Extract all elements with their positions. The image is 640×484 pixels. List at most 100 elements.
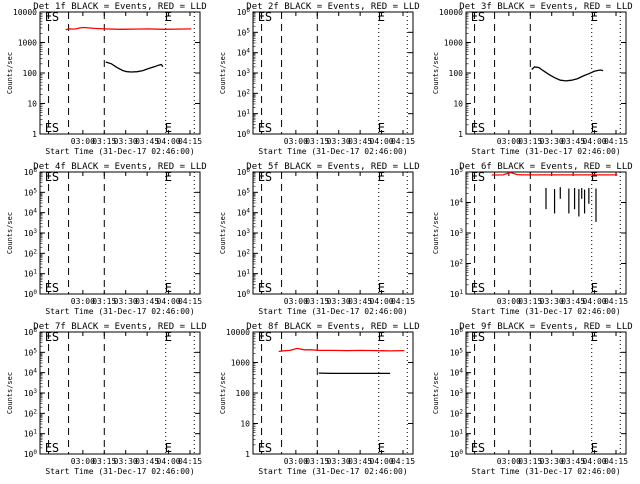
y-tick-label: 101 (237, 269, 251, 279)
panel-det-1: Det 1f BLACK = Events, RED = LLD11010010… (6, 2, 207, 156)
y-tick-label: 104 (237, 208, 251, 218)
y-tick-label: 102 (450, 259, 464, 269)
panel-det-6: Det 6f BLACK = Events, RED = LLD 101 102 10… (432, 162, 633, 316)
s-label-bottom: S (478, 281, 485, 295)
y-tick-label: 100 (24, 449, 38, 459)
y-tick-label: 105 (237, 187, 251, 197)
y-tick-label: 106 (237, 167, 251, 177)
s-label-top: S (265, 170, 272, 184)
y-tick-label: 101 (450, 289, 464, 299)
s-label-top: S (478, 330, 485, 344)
series-line-events (106, 62, 163, 72)
y-tick-label: 105 (24, 187, 38, 197)
y-tick-label: 103 (24, 228, 38, 238)
s-label-top: S (265, 330, 272, 344)
y-tick-label: 10000 (226, 328, 250, 337)
panel-title: Det 7f BLACK = Events, RED = LLD (33, 322, 206, 332)
e-end-label-top: E (378, 330, 385, 344)
y-tick-label: 106 (450, 327, 464, 337)
panel-title: Det 2f BLACK = Events, RED = LLD (246, 2, 419, 12)
e-end-label-bottom: E (165, 121, 172, 135)
y-tick-label: 1 (245, 450, 250, 459)
y-tick-label: 1000 (231, 359, 250, 368)
y-tick-label: 100 (23, 69, 38, 78)
y-tick-label: 1000 (444, 39, 463, 48)
y-axis-label: Counts/sec (432, 52, 440, 94)
y-tick-label: 100 (237, 289, 251, 299)
s-label-bottom: S (478, 121, 485, 135)
y-tick-label: 103 (237, 228, 251, 238)
y-axis-label: Counts/sec (432, 372, 440, 414)
e-end-label-top: E (591, 10, 598, 24)
e-end-label-top: E (378, 10, 385, 24)
y-tick-label: 100 (449, 69, 464, 78)
y-tick-label: 100 (236, 389, 251, 398)
e-end-label-bottom: E (165, 441, 172, 455)
x-axis-label: Start Time (31-Dec-17 02:46:00) (258, 307, 407, 316)
s-label-top: S (478, 170, 485, 184)
x-tick-label: 04:15 (391, 457, 415, 466)
y-axis-label: Counts/sec (219, 372, 227, 414)
y-axis-label: Counts/sec (432, 212, 440, 254)
x-tick-label: 04:15 (604, 457, 628, 466)
panel-det-5: Det 5f BLACK = Events, RED = LLD10010110… (219, 162, 420, 316)
panel-det-7: Det 7f BLACK = Events, RED = LLD10010110… (6, 322, 207, 476)
series-line-lld (279, 348, 405, 351)
y-tick-label: 102 (237, 88, 251, 98)
panel-title: Det 6f BLACK = Events, RED = LLD (459, 162, 632, 172)
x-axis-label: Start Time (31-Dec-17 02:46:00) (45, 147, 194, 156)
e-end-label-bottom: E (591, 121, 598, 135)
y-tick-label: 106 (24, 167, 38, 177)
y-tick-label: 10 (240, 420, 250, 429)
e-end-label-bottom: E (378, 281, 385, 295)
y-tick-label: 104 (24, 208, 38, 218)
y-tick-label: 106 (24, 327, 38, 337)
s-label-bottom: S (52, 441, 59, 455)
s-label-bottom: S (52, 281, 59, 295)
plot-frame (253, 172, 413, 294)
y-tick-label: 101 (237, 109, 251, 119)
x-tick-label: 04:15 (391, 137, 415, 146)
s-label-bottom: S (265, 281, 272, 295)
y-tick-label: 102 (237, 248, 251, 258)
y-tick-label: 105 (24, 347, 38, 357)
panel-title: Det 8f BLACK = Events, RED = LLD (246, 322, 419, 332)
e-end-label-bottom: E (591, 441, 598, 455)
e-end-label-bottom: E (378, 441, 385, 455)
x-axis-label: Start Time (31-Dec-17 02:46:00) (471, 147, 620, 156)
series-line-lld (492, 173, 618, 176)
y-tick-label: 103 (450, 388, 464, 398)
e-end-label-bottom: E (165, 281, 172, 295)
y-tick-label: 101 (24, 269, 38, 279)
x-tick-label: 04:15 (391, 297, 415, 306)
y-axis-label: Counts/sec (6, 372, 14, 414)
y-tick-label: 1 (32, 130, 37, 139)
y-tick-label: 104 (237, 48, 251, 58)
x-tick-label: 04:15 (604, 297, 628, 306)
y-tick-label: 103 (24, 388, 38, 398)
y-tick-label: 104 (24, 368, 38, 378)
y-axis-label: Counts/sec (219, 52, 227, 94)
y-tick-label: 104 (450, 368, 464, 378)
panel-title: Det 9f BLACK = Events, RED = LLD (459, 322, 632, 332)
e-end-label-bottom: E (591, 281, 598, 295)
y-tick-label: 10000 (13, 8, 37, 17)
y-tick-label: 10 (453, 100, 463, 109)
y-tick-label: 103 (450, 228, 464, 238)
panel-det-4: Det 4f BLACK = Events, RED = LLD10010110… (6, 162, 207, 316)
y-axis-label: Counts/sec (6, 52, 14, 94)
y-tick-label: 101 (450, 429, 464, 439)
y-tick-label: 105 (237, 27, 251, 37)
y-tick-label: 1 (458, 130, 463, 139)
panel-det-3: Det 3f BLACK = Events, RED = LLD11010010… (432, 2, 633, 156)
y-tick-label: 105 (450, 167, 464, 177)
y-tick-label: 106 (237, 7, 251, 17)
e-end-label-top: E (165, 170, 172, 184)
s-label-bottom: S (265, 121, 272, 135)
s-label-top: S (52, 170, 59, 184)
x-tick-label: 04:15 (178, 457, 202, 466)
panel-det-9: Det 9f BLACK = Events, RED = LLD10010110… (432, 322, 633, 476)
plot-frame (40, 172, 200, 294)
s-label-bottom: S (265, 441, 272, 455)
